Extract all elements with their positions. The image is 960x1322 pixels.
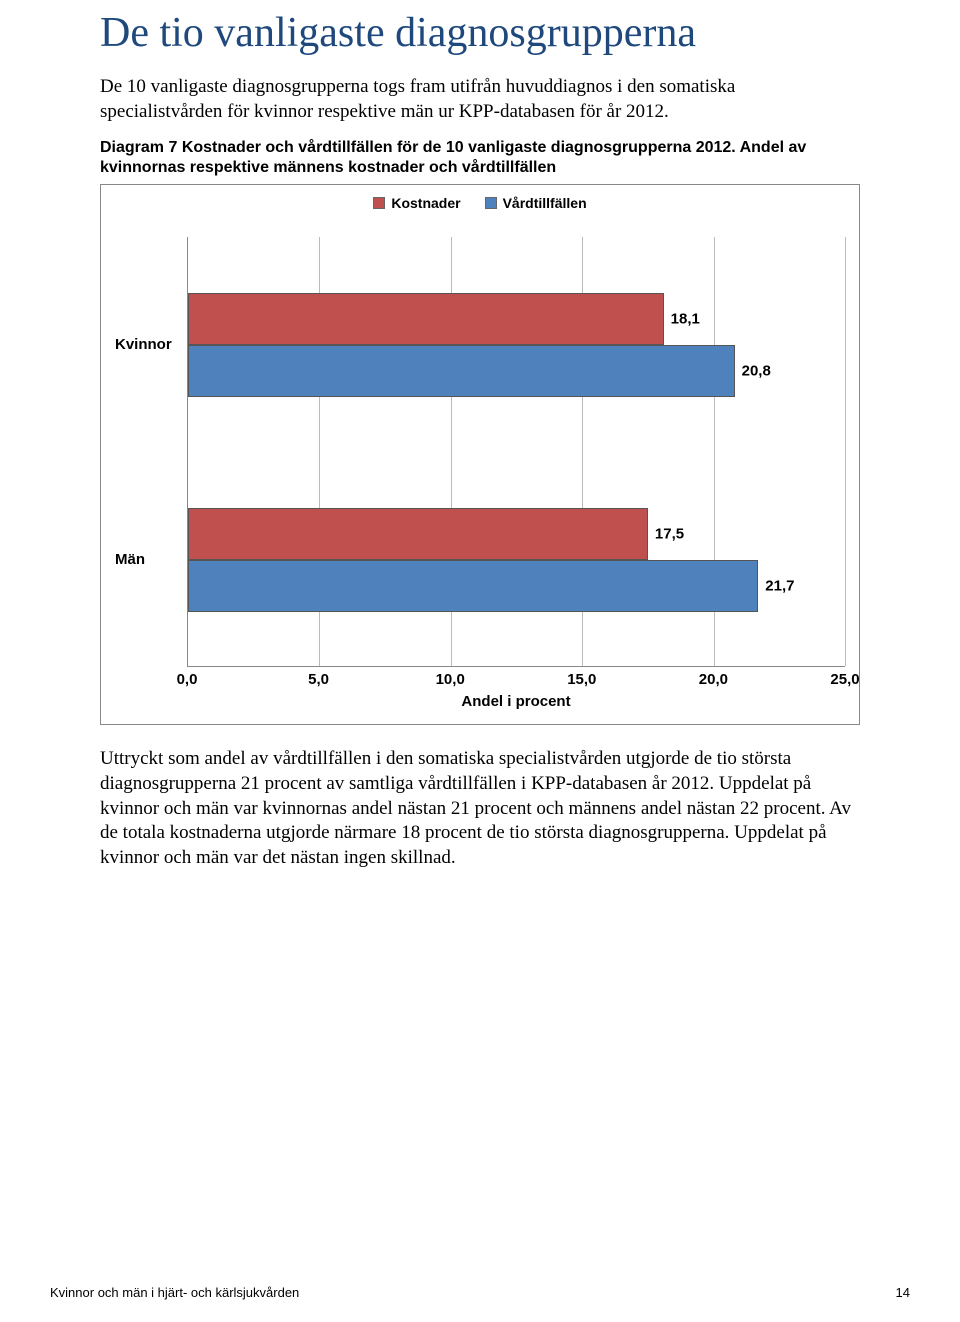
x-axis: 0,05,010,015,020,025,0 [187,667,845,689]
body-paragraph: Uttryckt som andel av vårdtillfällen i d… [100,747,860,870]
x-tick-label: 0,0 [177,671,198,688]
bar-vardtillfallen: 21,7 [188,560,758,612]
legend-item-kostnader: Kostnader [373,195,460,211]
bar-group: 18,120,8 [188,237,845,452]
bar-vardtillfallen: 20,8 [188,345,735,397]
x-axis-title: Andel i procent [187,693,845,710]
legend-label-vardtillfallen: Vårdtillfällen [503,195,587,211]
legend-swatch-kostnader [373,197,385,209]
gridline [845,237,846,666]
bar-value-label: 20,8 [742,362,771,379]
footer-right: 14 [896,1285,910,1300]
bar-kostnader: 17,5 [188,508,648,560]
bar-kostnader: 18,1 [188,293,664,345]
y-axis-labels: Kvinnor Män [115,237,187,667]
chart-container: Kostnader Vårdtillfällen Kvinnor Män 18,… [100,184,860,725]
bar-group: 17,521,7 [188,452,845,667]
x-tick-label: 10,0 [436,671,465,688]
chart-caption: Diagram 7 Kostnader och vårdtillfällen f… [100,138,860,178]
intro-paragraph: De 10 vanligaste diagnosgrupperna togs f… [100,75,860,124]
y-label-kvinnor: Kvinnor [115,336,179,353]
legend-swatch-vardtillfallen [485,197,497,209]
bar-value-label: 18,1 [671,310,700,327]
chart-legend: Kostnader Vårdtillfällen [115,195,845,211]
page-footer: Kvinnor och män i hjärt- och kärlsjukvår… [50,1285,910,1300]
bar-value-label: 21,7 [765,577,794,594]
x-tick-label: 20,0 [699,671,728,688]
chart-plot-area: 18,120,817,521,7 [187,237,845,667]
legend-item-vardtillfallen: Vårdtillfällen [485,195,587,211]
x-tick-label: 5,0 [308,671,329,688]
legend-label-kostnader: Kostnader [391,195,460,211]
x-tick-label: 15,0 [567,671,596,688]
footer-left: Kvinnor och män i hjärt- och kärlsjukvår… [50,1285,299,1300]
bar-value-label: 17,5 [655,525,684,542]
y-label-man: Män [115,551,179,568]
page-title: De tio vanligaste diagnosgrupperna [100,10,860,57]
x-tick-label: 25,0 [830,671,859,688]
